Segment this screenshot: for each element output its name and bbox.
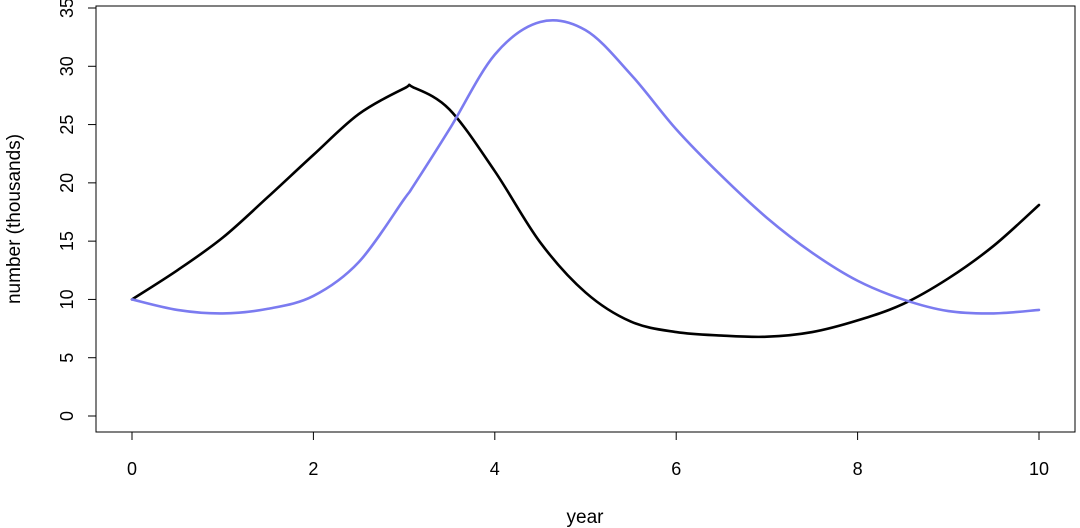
y-tick-label: 20 [57,173,77,193]
x-axis-title: year [567,507,605,528]
x-axis: 0 2 4 6 8 10 [127,431,1049,479]
x-tick-label: 0 [127,459,137,479]
x-tick-label: 8 [853,459,863,479]
y-tick-label: 5 [57,353,77,363]
y-tick-label: 30 [57,56,77,76]
y-tick-label: 0 [57,411,77,421]
series-line-1 [130,83,1041,339]
x-tick-label: 10 [1029,459,1049,479]
series-line-2 [130,19,1041,315]
x-tick-label: 4 [490,459,500,479]
y-tick-label: 35 [57,0,77,18]
y-tick-label: 10 [57,289,77,309]
y-axis: 0 5 10 15 20 25 30 35 [57,0,97,421]
x-tick-label: 6 [671,459,681,479]
x-tick-label: 2 [308,459,318,479]
y-tick-label: 25 [57,115,77,135]
series-layer [130,19,1041,339]
y-tick-label: 15 [57,231,77,251]
y-axis-title: number (thousands) [4,134,25,304]
